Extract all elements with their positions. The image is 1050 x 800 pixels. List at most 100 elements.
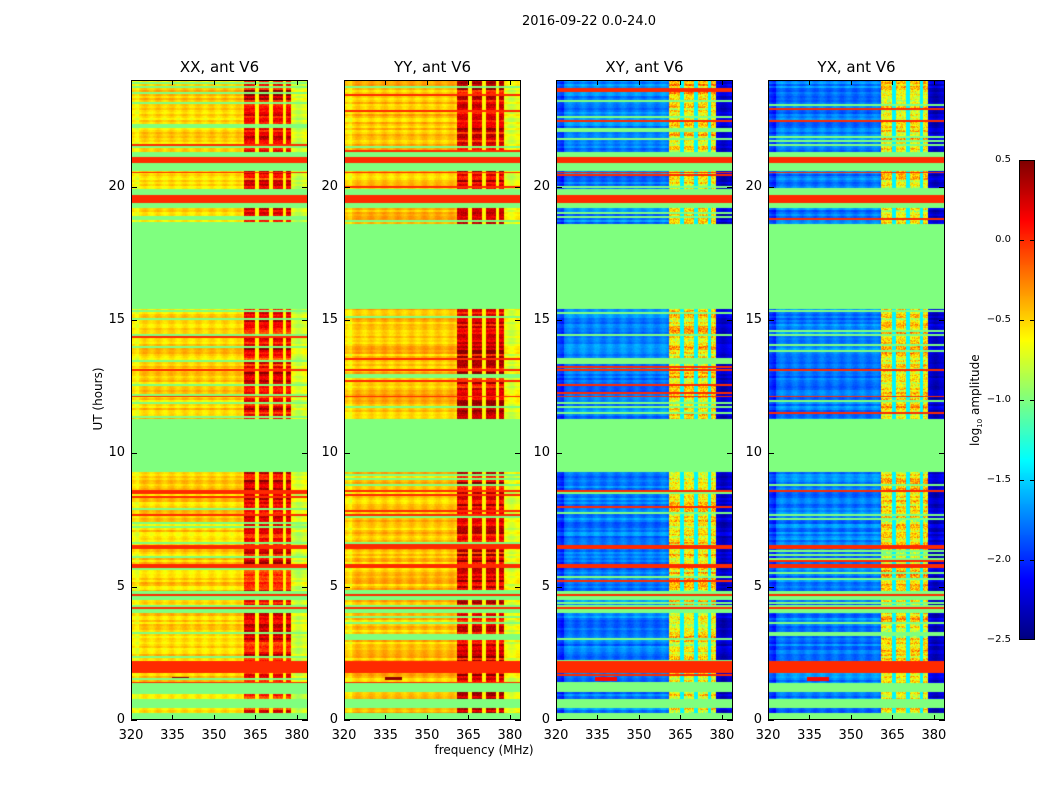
- x-tick-mark: [172, 715, 174, 720]
- y-tick-mark: [939, 320, 945, 321]
- y-tick-mark: [302, 186, 308, 188]
- x-tick-mark: [509, 715, 511, 720]
- y-tick-mark: [556, 453, 562, 455]
- x-tick-mark: [556, 715, 557, 720]
- x-tick-mark: [385, 715, 387, 720]
- y-tick-mark: [727, 586, 733, 588]
- y-tick-mark: [302, 586, 308, 588]
- x-tick-mark: [933, 80, 935, 85]
- x-tick-mark: [597, 80, 599, 85]
- y-tick-label: 20: [533, 178, 550, 194]
- panel-title: XY, ant V6: [605, 58, 684, 76]
- x-tick-mark: [680, 80, 682, 85]
- x-tick-label: 380: [284, 728, 310, 743]
- x-axis-label: frequency (MHz): [434, 743, 534, 757]
- colorbar: 0.5 0.0 −0.5 −1.0 −1.5 −2.0 −2.5: [987, 154, 1035, 645]
- panel-title: YY, ant V6: [393, 58, 471, 76]
- colorbar-tick-mark: [1019, 639, 1024, 640]
- y-tick-mark: [515, 453, 521, 455]
- figure-title: 2016-09-22 0.0-24.0: [522, 14, 656, 29]
- y-tick-mark: [344, 320, 350, 321]
- x-tick-mark: [556, 80, 557, 85]
- heatmap-cells: [131, 80, 308, 720]
- x-tick-mark: [638, 80, 640, 85]
- x-tick-label: 380: [709, 728, 735, 743]
- colorbar-tick-mark: [1019, 320, 1024, 321]
- y-tick-mark: [515, 186, 521, 188]
- x-tick-mark: [296, 80, 298, 85]
- colorbar-tick-label: −2.0: [986, 554, 1011, 565]
- colorbar-tick-label: −1.0: [986, 394, 1011, 405]
- heatmap-cells: [344, 80, 521, 720]
- y-tick-label: 5: [753, 578, 762, 594]
- colorbar-tick-label: −1.5: [986, 474, 1011, 485]
- x-tick-mark: [721, 715, 723, 720]
- colorbar-tick-mark: [1030, 400, 1035, 401]
- y-tick-mark: [131, 586, 137, 588]
- y-tick-mark: [768, 186, 774, 188]
- x-tick-mark: [850, 715, 852, 720]
- y-tick-label: 20: [745, 178, 762, 194]
- heatmap-cells: [556, 80, 733, 720]
- y-tick-mark: [727, 720, 733, 721]
- x-tick-label: 350: [838, 728, 864, 743]
- colorbar-tick-mark: [1030, 240, 1035, 241]
- x-tick-mark: [892, 715, 894, 720]
- x-tick-mark: [344, 715, 345, 720]
- x-tick-label: 335: [797, 728, 822, 743]
- y-tick-mark: [939, 186, 945, 188]
- x-tick-label: 350: [626, 728, 652, 743]
- y-tick-mark: [302, 453, 308, 455]
- y-tick-mark: [768, 586, 774, 588]
- x-tick-mark: [468, 80, 470, 85]
- colorbar-tick-mark: [1030, 160, 1035, 161]
- x-tick-label: 380: [921, 728, 947, 743]
- y-tick-mark: [727, 186, 733, 188]
- x-tick-label: 365: [880, 728, 905, 743]
- x-tick-mark: [344, 80, 345, 85]
- y-tick-mark: [768, 320, 774, 321]
- colorbar-tick-mark: [1030, 320, 1035, 321]
- x-tick-mark: [213, 715, 215, 720]
- x-tick-mark: [426, 80, 428, 85]
- panel-title: YX, ant V6: [817, 58, 896, 76]
- x-tick-mark: [131, 715, 132, 720]
- y-tick-label: 20: [108, 178, 125, 194]
- y-tick-mark: [939, 586, 945, 588]
- y-tick-mark: [515, 320, 521, 321]
- colorbar-tick-mark: [1030, 639, 1035, 640]
- y-tick-mark: [302, 720, 308, 721]
- y-tick-label: 0: [329, 712, 338, 727]
- y-tick-label: 0: [753, 712, 762, 727]
- y-tick-label: 5: [541, 578, 550, 594]
- x-tick-label: 335: [373, 728, 398, 743]
- x-tick-mark: [296, 715, 298, 720]
- colorbar-tick-mark: [1019, 400, 1024, 401]
- colorbar-tick-label: 0.0: [995, 234, 1011, 245]
- y-tick-mark: [556, 586, 562, 588]
- colorbar-tick-mark: [1019, 240, 1024, 241]
- x-tick-mark: [385, 80, 387, 85]
- y-axis-label: UT (hours): [91, 367, 105, 431]
- y-tick-mark: [939, 453, 945, 455]
- panel-xx: XX, ant V6 320 335 350 365 380 0 5 10 15 20: [108, 58, 309, 743]
- x-tick-mark: [638, 715, 640, 720]
- x-tick-mark: [768, 80, 769, 85]
- y-tick-label: 10: [533, 445, 550, 461]
- colorbar-tick-label: −2.5: [986, 634, 1011, 645]
- colorbar-tick-label: −0.5: [986, 314, 1011, 325]
- colorbar-tick-mark: [1030, 560, 1035, 561]
- colorbar-tick-label: 0.5: [995, 154, 1011, 165]
- heatmap-cells: [768, 80, 945, 720]
- x-tick-mark: [172, 80, 174, 85]
- x-tick-label: 335: [585, 728, 610, 743]
- y-tick-label: 20: [321, 178, 338, 194]
- y-tick-mark: [131, 186, 137, 188]
- colorbar-gradient: [1019, 160, 1035, 640]
- y-tick-label: 10: [745, 445, 762, 461]
- y-tick-mark: [344, 186, 350, 188]
- x-tick-mark: [680, 715, 682, 720]
- colorbar-tick-mark: [1019, 160, 1024, 161]
- y-tick-mark: [727, 453, 733, 455]
